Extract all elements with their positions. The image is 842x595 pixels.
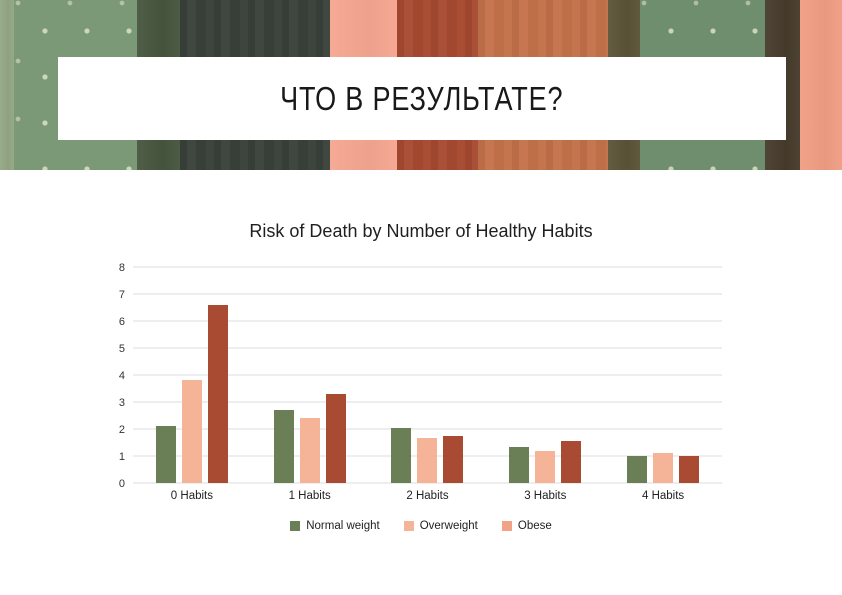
bar-group (251, 267, 369, 483)
bar-normal-weight (509, 446, 530, 483)
gridline (133, 374, 722, 376)
page-title: ЧТО В РЕЗУЛЬТАТЕ? (280, 79, 564, 117)
legend-item: Overweight (403, 520, 478, 532)
legend-swatch (290, 521, 301, 531)
y-axis-label: 5 (118, 343, 125, 355)
gridline (133, 320, 722, 322)
x-axis-label: 1 Habits (288, 490, 331, 502)
y-axis-label: 8 (118, 262, 125, 274)
bar-obese (325, 393, 346, 483)
bar-overweight (535, 450, 556, 483)
bar-normal-weight (627, 456, 648, 483)
chart-title: Risk of Death by Number of Healthy Habit… (249, 221, 593, 241)
bar-overweight (181, 380, 202, 483)
y-axis-label: 0 (118, 478, 125, 490)
y-axis-label: 2 (118, 424, 125, 436)
legend-item: Obese (501, 520, 552, 532)
bar-obese (561, 441, 582, 483)
bar-group (486, 267, 604, 483)
gridline (133, 293, 722, 295)
gridline (133, 266, 722, 268)
bar-group (133, 267, 251, 483)
x-axis-label: 4 Habits (641, 490, 685, 502)
legend-label: Normal weight (306, 520, 380, 532)
banner-stripe (800, 0, 842, 170)
gridline (133, 482, 722, 484)
bar-overweight (417, 438, 438, 483)
bar-overweight (299, 418, 320, 483)
banner-stripe (0, 0, 14, 170)
y-axis-label: 1 (118, 451, 125, 463)
bar-obese (443, 435, 464, 483)
bar-obese (679, 456, 700, 483)
x-axis-label: 0 Habits (170, 490, 213, 502)
bar-group (369, 267, 487, 483)
bar-normal-weight (155, 426, 176, 483)
bar-normal-weight (391, 427, 412, 483)
bar-groups (133, 267, 722, 483)
legend-item: Normal weight (290, 520, 380, 532)
y-axis-label: 7 (118, 289, 125, 301)
x-axis-label: 2 Habits (406, 490, 449, 502)
plot-area: 0 1 2 3 4 5 6 7 8 (119, 262, 722, 490)
bar-group (604, 267, 722, 483)
legend-label: Obese (517, 520, 552, 532)
legend-swatch (501, 521, 512, 531)
chart-legend: Normal weight Overweight Obese (0, 520, 842, 532)
bar-overweight (653, 453, 674, 483)
gridline (133, 428, 722, 430)
header-title-box: ЧТО В РЕЗУЛЬТАТЕ? (58, 57, 786, 140)
legend-swatch (403, 521, 414, 531)
legend-label: Overweight (419, 520, 478, 532)
bar-obese (207, 304, 228, 483)
y-axis-label: 6 (118, 316, 125, 328)
gridline (133, 347, 722, 349)
y-axis-label: 3 (118, 397, 125, 409)
bar-normal-weight (273, 410, 294, 483)
x-axis-label: 3 Habits (524, 490, 567, 502)
gridline (133, 401, 722, 403)
x-axis: 0 Habits 1 Habits 2 Habits 3 Habits 4 Habits (133, 490, 722, 502)
y-axis-label: 4 (118, 370, 125, 382)
banner-stripe (765, 0, 800, 170)
